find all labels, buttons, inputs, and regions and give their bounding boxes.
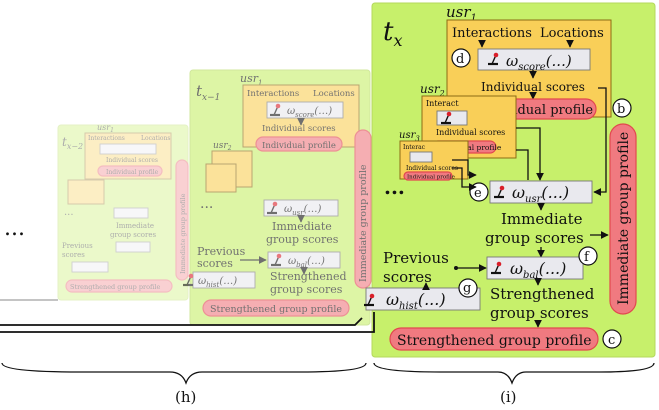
frame-older-immediate-profile <box>175 159 189 281</box>
frame-older-immediate-1: Immediate <box>116 222 154 230</box>
frame-current-usr3-label: usr3 <box>399 130 420 143</box>
frame-older-locations: Locations <box>141 135 170 142</box>
frame-previous-immediate-profile-text: Immediate group profile <box>358 164 369 282</box>
frame-current-previous-1: Previous <box>383 249 449 267</box>
frame-previous-ellipsis: ... <box>200 196 213 212</box>
frame-older-individual-scores: Individual scores <box>106 157 158 164</box>
frame-previous-locations: Locations <box>313 89 355 99</box>
frame-previous-title: tx−1 <box>196 82 220 103</box>
frame-current-immediate-profile-text: Immediate group profile <box>616 132 632 305</box>
frame-older-immediate-2: group scores <box>110 231 156 239</box>
frame-previous-individual-scores: Individual scores <box>262 124 336 134</box>
frame-older-individual-profile <box>97 165 163 177</box>
label-g: g <box>463 281 471 296</box>
frame-previous-omega-hist-box <box>192 271 256 289</box>
frame-current-immediate-profile <box>609 123 637 315</box>
brace-h <box>1 362 367 385</box>
frame-older-background <box>57 124 189 301</box>
frame-older-strengthened-profile <box>65 279 173 293</box>
label-c-marker <box>602 329 622 349</box>
frame-current-immediate-1: Immediate <box>501 210 583 228</box>
label-h: (h) <box>175 388 196 406</box>
frame-current-user3-profile <box>403 171 453 181</box>
frame-current-strengthened-profile-text: Strengthened group profile <box>397 333 592 349</box>
frame-current-omega-hist: ωhist(...) <box>386 290 446 312</box>
frame-previous-previous-1: Previous <box>197 245 246 258</box>
label-b-marker <box>612 98 632 118</box>
frame-current-locations: Locations <box>540 26 604 41</box>
frame-previous-usr2-label: usr2 <box>213 141 232 152</box>
frame-older-omega-bal-box <box>115 241 151 253</box>
frame-previous-strengthened-profile-text: Strengthened group profile <box>210 304 342 315</box>
frame-older-omega-score-box <box>99 143 157 155</box>
label-i: (i) <box>500 388 517 406</box>
frame-previous-immediate-1: Immediate <box>272 220 332 233</box>
frame-current-immediate-2: group scores <box>485 229 584 247</box>
label-d: d <box>456 52 464 67</box>
frame-current-omega-usr: ωusr(...) <box>512 183 569 205</box>
frame-current-omega-bal: ωbal(...) <box>510 259 566 281</box>
frame-previous-user3-box <box>205 163 237 193</box>
frame-previous-strengthened-1: Strengthened <box>270 270 347 283</box>
frame-current-user2-omega-box <box>436 110 468 126</box>
frame-current-strengthened-1: Strengthened <box>490 285 595 303</box>
frame-current-ellipsis: ... <box>384 175 405 199</box>
frame-older-usr1-label: usr1 <box>97 123 114 134</box>
frame-previous-strengthened-2: group scores <box>270 283 343 296</box>
frame-older: tx−2 usr1 Interactions Locations Individ… <box>57 123 189 301</box>
frame-current-usr1-label: usr1 <box>446 3 477 24</box>
frame-older-previous-2: scores <box>62 251 85 259</box>
frame-current-usr2-label: usr2 <box>420 82 445 98</box>
frame-older-strengthened-profile-text: Strengthened group profile <box>70 283 160 291</box>
label-e: e <box>474 186 482 201</box>
frame-older-omega-hist-box <box>71 261 109 273</box>
frame-current-previous-2: scores <box>383 268 432 286</box>
frame-previous-immediate-profile <box>354 129 372 289</box>
leading-ellipsis: ... <box>4 216 25 241</box>
frame-current: tx usr1 Interactions Locations ωscore(..… <box>362 2 656 358</box>
label-c: c <box>608 333 615 348</box>
frame-current-interactions: Interactions <box>452 26 532 41</box>
history-line-1 <box>0 317 363 326</box>
frame-current-user2-profile-text: Individual profile <box>436 143 502 152</box>
frame-current-user3-individual-scores: Individual scores <box>406 165 458 172</box>
frame-previous-usr1-label: usr1 <box>240 72 262 87</box>
label-g-marker <box>458 278 478 298</box>
frame-current-strengthened-profile <box>389 327 599 351</box>
frame-older-ellipsis: ... <box>64 207 74 218</box>
frame-current-omega-score: ωscore(...) <box>506 52 572 73</box>
label-f: f <box>584 250 590 265</box>
frame-previous-interactions: Interactions <box>247 89 299 99</box>
frame-current-strengthened-2: group scores <box>490 304 589 322</box>
frame-previous: tx−1 usr1 Interactions Locations ωscore(… <box>181 69 372 326</box>
frame-previous-individual-profile <box>255 136 343 152</box>
frame-older-title: tx−2 <box>62 135 83 151</box>
frame-current-user3-profile-text: Individual profile <box>407 175 455 181</box>
frame-older-immediate-profile-text: Immediate group profile <box>179 193 187 274</box>
frame-previous-omega-score-box <box>266 101 344 119</box>
frame-current-user3-omega-box <box>409 151 433 163</box>
history-line-2 <box>0 312 375 333</box>
frame-previous-previous-2: scores <box>197 257 233 270</box>
frame-current-user2-interact: Interact <box>426 99 459 108</box>
frame-older-previous-1: Previous <box>62 242 93 250</box>
frame-older-interactions: Interactions <box>88 135 125 142</box>
brace-i <box>373 362 655 385</box>
frame-previous-immediate-2: group scores <box>266 233 339 246</box>
frame-current-individual-scores: Individual scores <box>481 80 585 94</box>
label-f-marker <box>578 246 598 266</box>
label-b: b <box>617 102 625 117</box>
frame-current-title: tx <box>383 17 402 50</box>
frame-previous-strengthened-profile <box>202 299 350 317</box>
frame-previous-individual-profile-text: Individual profile <box>262 141 336 151</box>
frame-older-individual-profile-text: Individual profile <box>106 169 159 176</box>
frame-current-omega-score-box <box>477 48 591 71</box>
frame-current-user2-individual-scores: Individual scores <box>436 128 505 137</box>
frame-older-user2-box <box>67 179 105 205</box>
label-d-marker <box>451 48 471 68</box>
frame-older-user-box <box>84 132 172 180</box>
frame-current-user3-interac: Interac <box>403 144 426 151</box>
frame-older-omega-usr-box <box>113 207 149 219</box>
